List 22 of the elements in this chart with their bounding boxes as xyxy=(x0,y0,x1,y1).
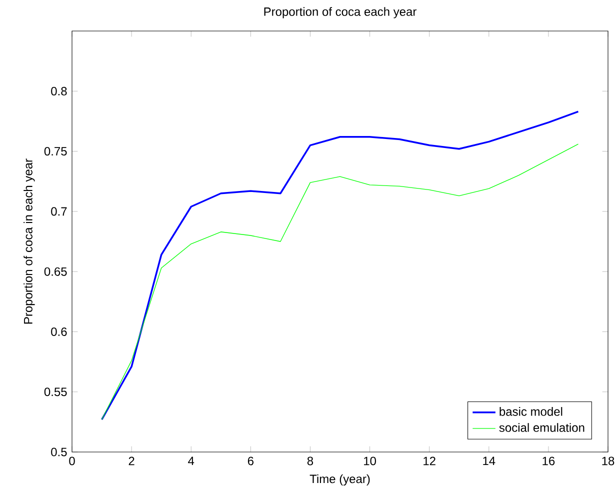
x-tick-label: 0 xyxy=(69,456,75,466)
x-tick-label: 6 xyxy=(248,456,254,466)
y-tick-label: 0.7 xyxy=(51,207,67,216)
y-axis-title: Proportion of coca in each year xyxy=(24,158,35,324)
y-tick-label: 0.75 xyxy=(44,147,67,156)
y-tick-label: 0.5 xyxy=(51,448,67,456)
x-tick-label: 4 xyxy=(188,456,194,465)
x-tick-label: 10 xyxy=(364,456,376,466)
y-tick-label: 0.6 xyxy=(51,327,67,336)
x-tick-label: 18 xyxy=(602,456,614,466)
y-tick-label: 0.55 xyxy=(44,388,67,396)
legend-label: social emulation xyxy=(499,423,584,432)
legend-label: basic model xyxy=(500,407,562,416)
x-tick-label: 12 xyxy=(424,456,436,466)
chart-title: Proportion of coca each year xyxy=(264,7,416,18)
y-tick-label: 0.65 xyxy=(44,267,67,276)
x-tick-label: 8 xyxy=(307,456,314,466)
y-tick-label: 0.8 xyxy=(51,86,67,96)
x-axis-title: Time (year) xyxy=(310,474,370,486)
x-tick-label: 14 xyxy=(483,456,496,465)
x-tick-label: 2 xyxy=(128,456,134,466)
x-tick-label: 16 xyxy=(542,456,555,466)
